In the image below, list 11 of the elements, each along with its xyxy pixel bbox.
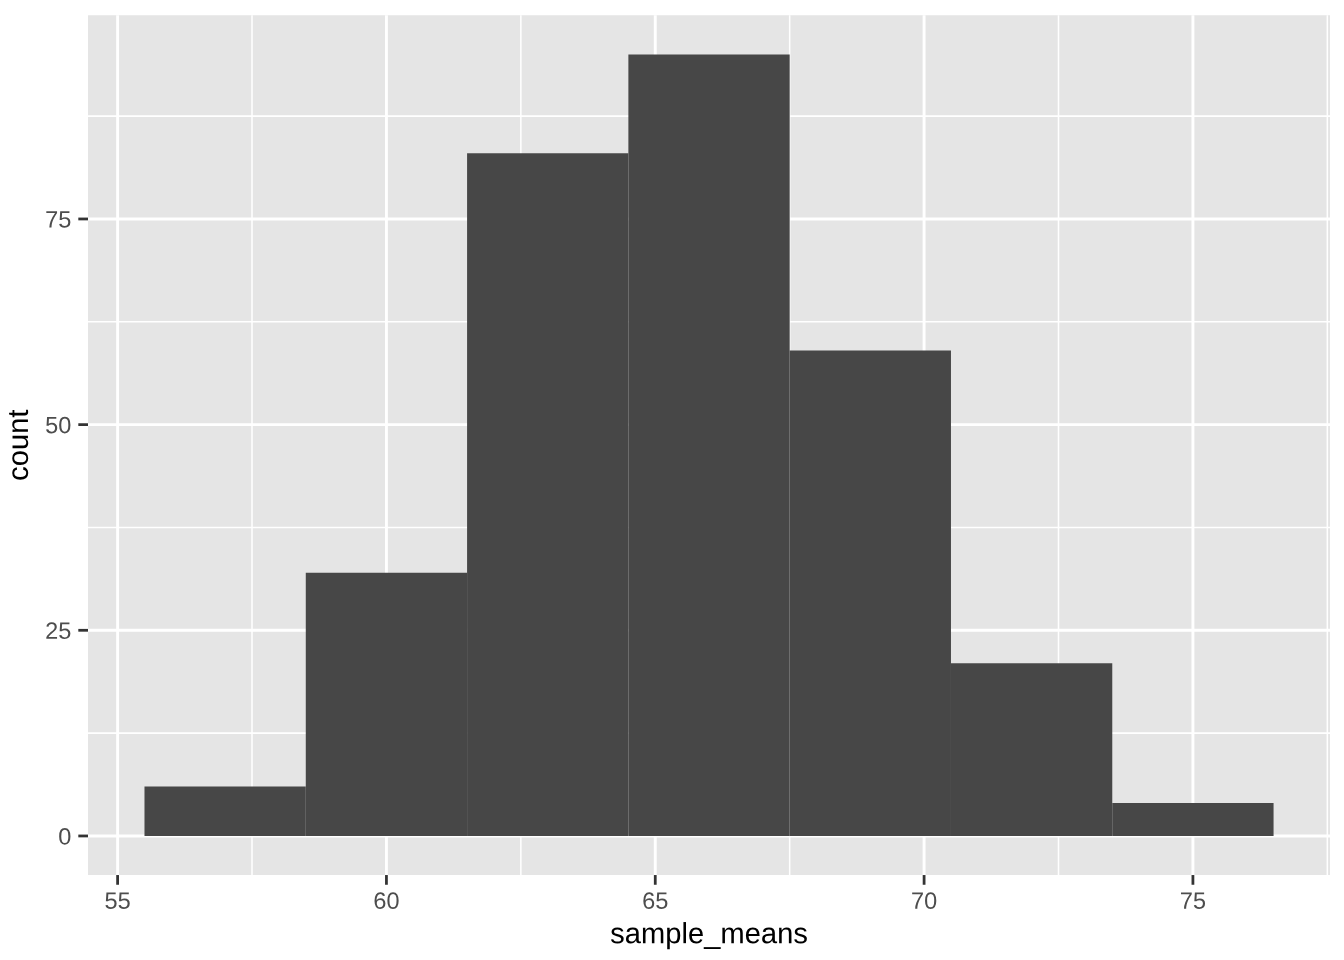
x-tick-label: 65 [643,892,668,910]
x-tick-label: 75 [1181,892,1206,910]
y-tick-label: 50 [46,416,71,434]
y-tick-label: 25 [46,622,71,640]
y-tick-label: 0 [59,828,71,845]
x-tick-label: 55 [105,892,130,910]
y-axis-title: count [9,409,29,480]
x-tick-label: 60 [374,892,399,910]
y-tick-label: 75 [46,211,71,228]
x-tick-label: 70 [912,892,937,910]
x-axis-title: sample_means [610,922,807,950]
